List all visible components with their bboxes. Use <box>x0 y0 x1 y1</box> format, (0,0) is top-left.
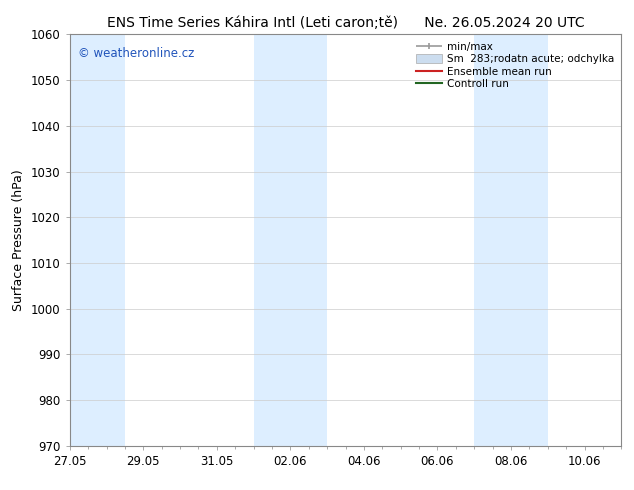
Bar <box>474 34 548 446</box>
Y-axis label: Surface Pressure (hPa): Surface Pressure (hPa) <box>13 169 25 311</box>
Bar <box>254 34 327 446</box>
Title: ENS Time Series Káhira Intl (Leti caron;tě)      Ne. 26.05.2024 20 UTC: ENS Time Series Káhira Intl (Leti caron;… <box>107 16 585 30</box>
Text: © weatheronline.cz: © weatheronline.cz <box>78 47 195 60</box>
Bar <box>70 34 125 446</box>
Legend: min/max, Sm  283;rodatn acute; odchylka, Ensemble mean run, Controll run: min/max, Sm 283;rodatn acute; odchylka, … <box>413 40 616 92</box>
